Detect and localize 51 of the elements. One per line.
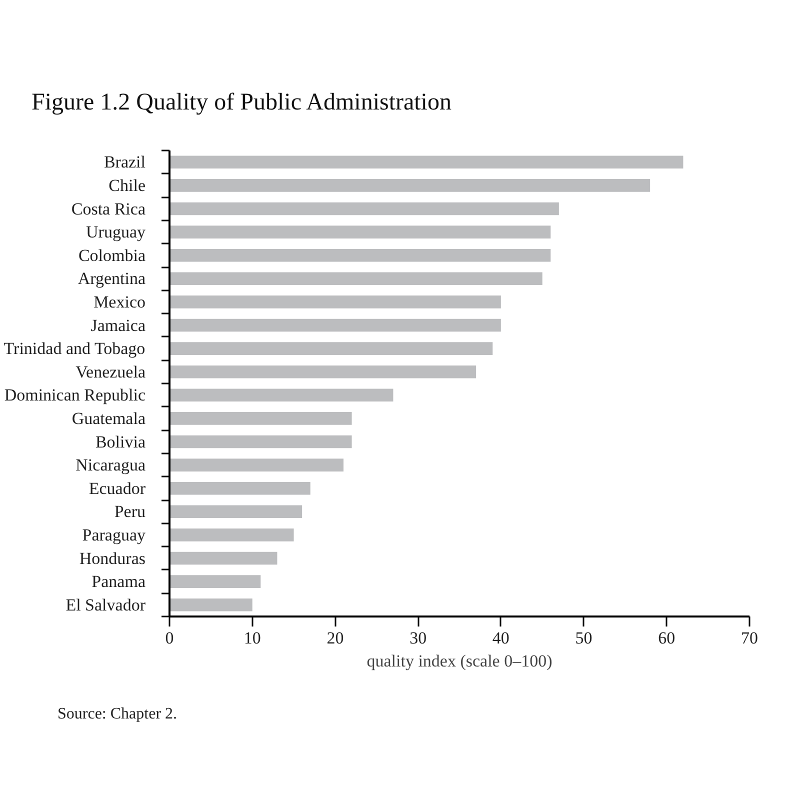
y-tick-label: Mexico — [94, 292, 146, 312]
y-tick-label: Bolivia — [95, 432, 146, 452]
bar — [170, 179, 650, 192]
y-tick-label: Venezuela — [76, 362, 146, 382]
x-axis-title: quality index (scale 0–100) — [366, 652, 552, 670]
bar — [170, 458, 344, 472]
y-tick-label: Uruguay — [86, 222, 146, 242]
bar — [170, 575, 261, 588]
y-tick-label: Colombia — [78, 246, 146, 265]
x-tick-label: 10 — [244, 628, 261, 648]
bar — [170, 505, 302, 518]
x-tick-label: 50 — [575, 628, 592, 648]
y-tick-label: Trinidad and Tobago — [4, 339, 146, 358]
bar — [170, 598, 252, 612]
bar — [170, 435, 352, 448]
y-tick-label: Nicaragua — [76, 456, 146, 475]
bar — [170, 318, 501, 332]
bar — [170, 412, 352, 425]
x-tick-label: 30 — [410, 628, 427, 648]
bar — [170, 296, 501, 308]
bar — [170, 202, 559, 216]
y-tick-label: Peru — [114, 502, 146, 522]
y-tick-label: Guatemala — [72, 408, 146, 428]
x-tick-label: 0 — [165, 628, 174, 648]
y-tick-label: Paraguay — [82, 525, 146, 544]
chart-title: Figure 1.2 Quality of Public Administration — [32, 90, 452, 116]
x-tick-label: 60 — [658, 628, 676, 648]
x-tick-label: 40 — [492, 628, 510, 648]
y-tick-label: Panama — [92, 572, 146, 592]
y-tick-label: Costa Rica — [71, 199, 146, 218]
y-tick-label: Jamaica — [90, 316, 146, 335]
source-note: Source: Chapter 2. — [58, 706, 178, 722]
bar — [170, 226, 551, 238]
bar — [170, 272, 542, 286]
y-tick-label: Brazil — [104, 152, 146, 172]
y-tick-label: Chile — [108, 176, 146, 195]
x-tick-label: 70 — [741, 628, 758, 648]
bar — [170, 342, 493, 355]
y-tick-label: Honduras — [79, 548, 146, 568]
y-tick-label: El Salvador — [66, 595, 146, 614]
y-tick-label: Argentina — [78, 269, 146, 288]
bar — [170, 482, 310, 495]
bar — [170, 528, 294, 542]
bar — [170, 156, 684, 169]
bar — [170, 388, 394, 402]
bar — [170, 552, 278, 565]
bar — [170, 365, 476, 378]
bar — [170, 248, 551, 262]
y-tick-label: Ecuador — [88, 478, 146, 498]
x-tick-label: 20 — [326, 628, 344, 648]
y-tick-label: Dominican Republic — [4, 386, 146, 405]
